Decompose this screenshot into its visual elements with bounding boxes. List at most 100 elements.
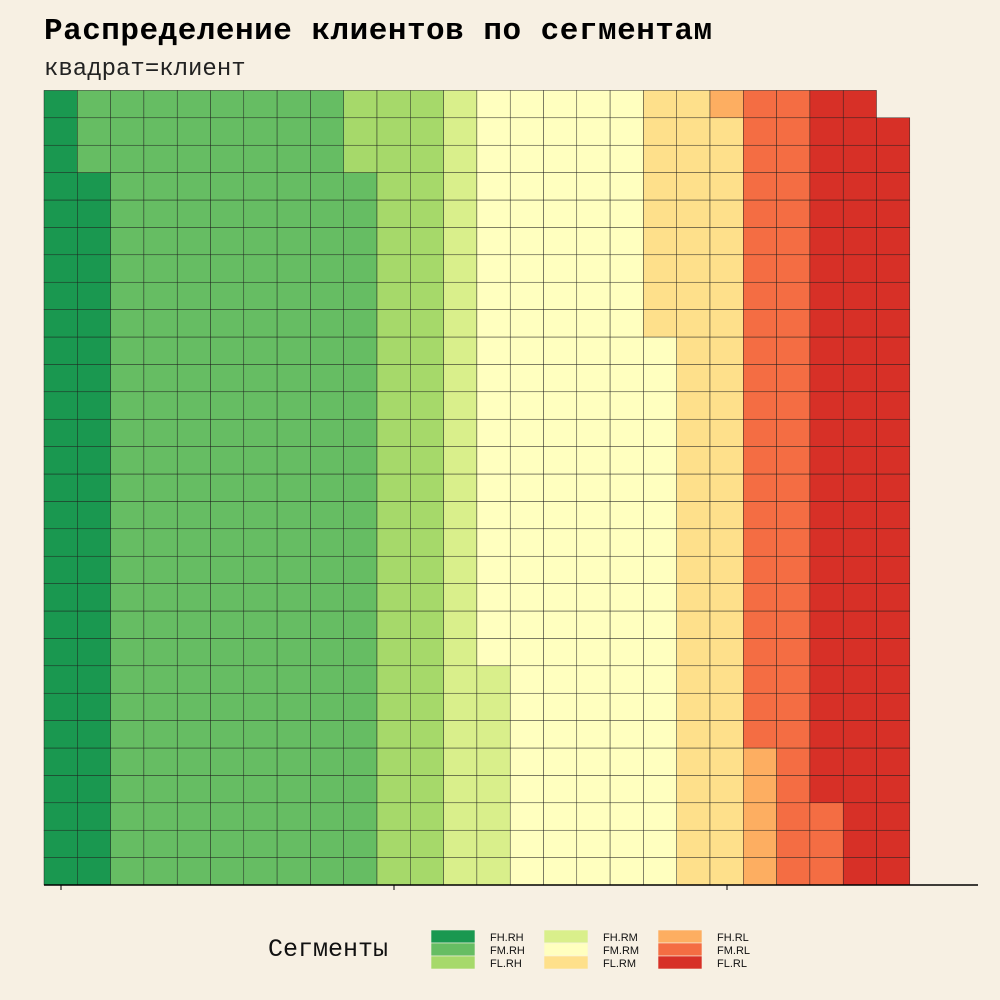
waffle-cell (842, 802, 877, 831)
waffle-cell (410, 391, 444, 420)
waffle-cell (876, 638, 911, 667)
waffle-cell (743, 610, 777, 639)
waffle-cell (376, 692, 411, 721)
waffle-cell (376, 555, 411, 584)
waffle-cell (176, 309, 211, 338)
waffle-cell (743, 829, 777, 858)
waffle-cell (543, 281, 578, 310)
waffle-cell (643, 528, 677, 557)
waffle-cell (676, 281, 711, 310)
waffle-cell (110, 117, 145, 146)
waffle-cell (809, 446, 844, 475)
waffle-cell (143, 583, 178, 612)
waffle-cell (310, 391, 344, 420)
waffle-cell (443, 857, 478, 886)
waffle-cell (443, 829, 478, 858)
waffle-cell (410, 254, 444, 283)
waffle-cell (842, 829, 877, 858)
waffle-cell (210, 583, 245, 612)
waffle-cell (709, 90, 744, 119)
waffle-cell (743, 144, 777, 173)
waffle-cell (310, 747, 344, 776)
waffle-cell (43, 555, 78, 584)
waffle-cell (709, 446, 744, 475)
waffle-cell (210, 336, 245, 365)
waffle-cell (343, 117, 378, 146)
waffle-cell (509, 720, 544, 749)
waffle-cell (343, 364, 378, 393)
waffle-cell (143, 281, 178, 310)
waffle-cell (809, 501, 844, 530)
waffle-cell (343, 90, 378, 119)
waffle-cell (876, 583, 911, 612)
waffle-cell (276, 802, 311, 831)
waffle-cell (509, 528, 544, 557)
waffle-cell (310, 336, 344, 365)
waffle-cell (243, 418, 278, 447)
waffle-cell (43, 528, 78, 557)
waffle-cell (443, 227, 478, 256)
waffle-cell (143, 90, 178, 119)
waffle-cell (176, 802, 211, 831)
waffle-cell (809, 254, 844, 283)
waffle-cell (443, 391, 478, 420)
waffle-cell (543, 473, 578, 502)
waffle-cell (842, 473, 877, 502)
waffle-cell (543, 665, 578, 694)
waffle-cell (676, 583, 711, 612)
waffle-cell (509, 829, 544, 858)
waffle-cell (176, 528, 211, 557)
waffle-cell (143, 172, 178, 201)
waffle-cell (776, 199, 811, 228)
waffle-cell (643, 227, 677, 256)
waffle-cell (343, 281, 378, 310)
waffle-cell (809, 473, 844, 502)
chart-title: Распределение клиентов по сегментам (44, 14, 713, 49)
waffle-cell (709, 281, 744, 310)
waffle-cell (609, 555, 644, 584)
waffle-cell (776, 829, 811, 858)
legend-key-fm-rm (543, 942, 589, 957)
waffle-cell (709, 857, 744, 886)
waffle-cell (243, 473, 278, 502)
waffle-cell (809, 336, 844, 365)
waffle-cell (743, 117, 777, 146)
waffle-cell (609, 90, 644, 119)
waffle-cell (743, 391, 777, 420)
waffle-cell (876, 446, 911, 475)
waffle-cell (77, 391, 111, 420)
waffle-cell (43, 364, 78, 393)
waffle-cell (243, 199, 278, 228)
waffle-cell (476, 90, 511, 119)
waffle-cell (576, 665, 611, 694)
waffle-cell (476, 638, 511, 667)
waffle-cell (77, 775, 111, 804)
waffle-cell (343, 692, 378, 721)
waffle-cell (143, 144, 178, 173)
waffle-cell (77, 747, 111, 776)
waffle-cell (276, 336, 311, 365)
waffle-cell (110, 391, 145, 420)
waffle-cell (276, 172, 311, 201)
waffle-cell (509, 90, 544, 119)
waffle-cell (476, 117, 511, 146)
waffle-cell (509, 281, 544, 310)
waffle-cell (876, 254, 911, 283)
waffle-cell (110, 144, 145, 173)
waffle-cell (576, 309, 611, 338)
waffle-cell (343, 528, 378, 557)
waffle-cell (243, 90, 278, 119)
waffle-cell (310, 555, 344, 584)
waffle-cell (709, 391, 744, 420)
waffle-cell (43, 857, 78, 886)
waffle-cell (410, 418, 444, 447)
waffle-cell (509, 364, 544, 393)
waffle-cell (77, 446, 111, 475)
waffle-cell (310, 720, 344, 749)
waffle-cell (276, 117, 311, 146)
waffle-cell (476, 473, 511, 502)
waffle-cell (676, 501, 711, 530)
waffle-cell (276, 775, 311, 804)
waffle-cell (876, 172, 911, 201)
waffle-cell (110, 775, 145, 804)
